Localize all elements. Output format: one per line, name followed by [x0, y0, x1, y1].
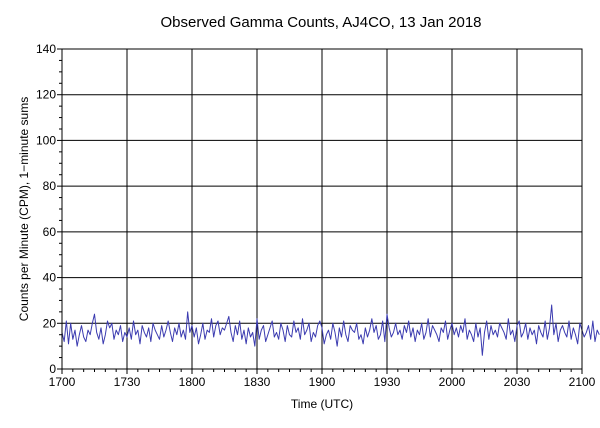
x-tick-label: 2030: [504, 375, 531, 389]
chart-title: Observed Gamma Counts, AJ4CO, 13 Jan 201…: [161, 14, 482, 31]
x-axis-label: Time (UTC): [291, 397, 353, 411]
x-axis: 1700 1730 1800 1830 1900 1930 2000 2030 2100: [49, 369, 596, 389]
x-tick-label: 1830: [244, 375, 271, 389]
y-axis: 0 20 40 60 80 100 120 140: [36, 42, 62, 376]
x-tick-label: 1900: [309, 375, 336, 389]
grid-lines: [62, 49, 582, 369]
x-tick-label: 2000: [439, 375, 466, 389]
x-tick-label: 2100: [569, 375, 596, 389]
x-tick-label: 1800: [179, 375, 206, 389]
y-tick-label: 40: [43, 271, 57, 285]
series-line: [61, 304, 600, 356]
y-tick-label: 0: [49, 362, 56, 376]
y-tick-label: 60: [43, 225, 57, 239]
y-tick-label: 80: [43, 179, 57, 193]
x-tick-label: 1730: [114, 375, 141, 389]
x-tick-label: 1930: [374, 375, 401, 389]
y-tick-label: 100: [36, 133, 56, 147]
y-tick-label: 120: [36, 88, 56, 102]
series-layer: [61, 304, 600, 356]
y-tick-label: 20: [43, 316, 57, 330]
y-axis-label: Counts per Minute (CPM), 1−minute sums: [17, 97, 31, 321]
y-tick-label: 140: [36, 42, 56, 56]
x-tick-label: 1700: [49, 375, 76, 389]
